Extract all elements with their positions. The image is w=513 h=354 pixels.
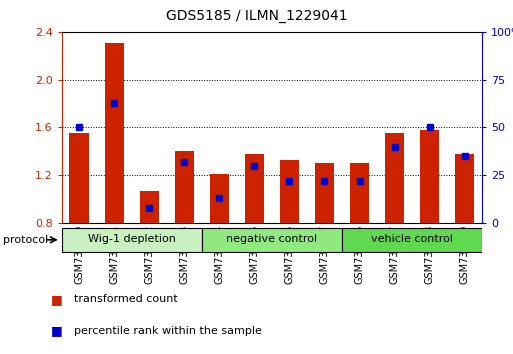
Text: GDS5185 / ILMN_1229041: GDS5185 / ILMN_1229041 [166, 9, 347, 23]
Bar [140, 191, 159, 223]
Text: ■: ■ [51, 293, 63, 306]
Text: negative control: negative control [226, 234, 318, 244]
Text: vehicle control: vehicle control [371, 234, 453, 244]
Text: percentile rank within the sample: percentile rank within the sample [74, 326, 262, 336]
Bar [280, 160, 299, 223]
Text: Wig-1 depletion: Wig-1 depletion [88, 234, 175, 244]
Bar [174, 152, 194, 223]
Bar [455, 154, 475, 223]
Bar [350, 163, 369, 223]
FancyBboxPatch shape [62, 228, 202, 252]
Bar [385, 133, 404, 223]
FancyBboxPatch shape [202, 228, 342, 252]
Bar [210, 174, 229, 223]
Text: protocol: protocol [3, 235, 48, 245]
Bar [420, 130, 439, 223]
Text: transformed count: transformed count [74, 294, 178, 304]
Bar [315, 163, 334, 223]
FancyBboxPatch shape [342, 228, 482, 252]
Bar [105, 42, 124, 223]
Bar [245, 154, 264, 223]
Text: ■: ■ [51, 325, 63, 337]
Bar [69, 133, 89, 223]
